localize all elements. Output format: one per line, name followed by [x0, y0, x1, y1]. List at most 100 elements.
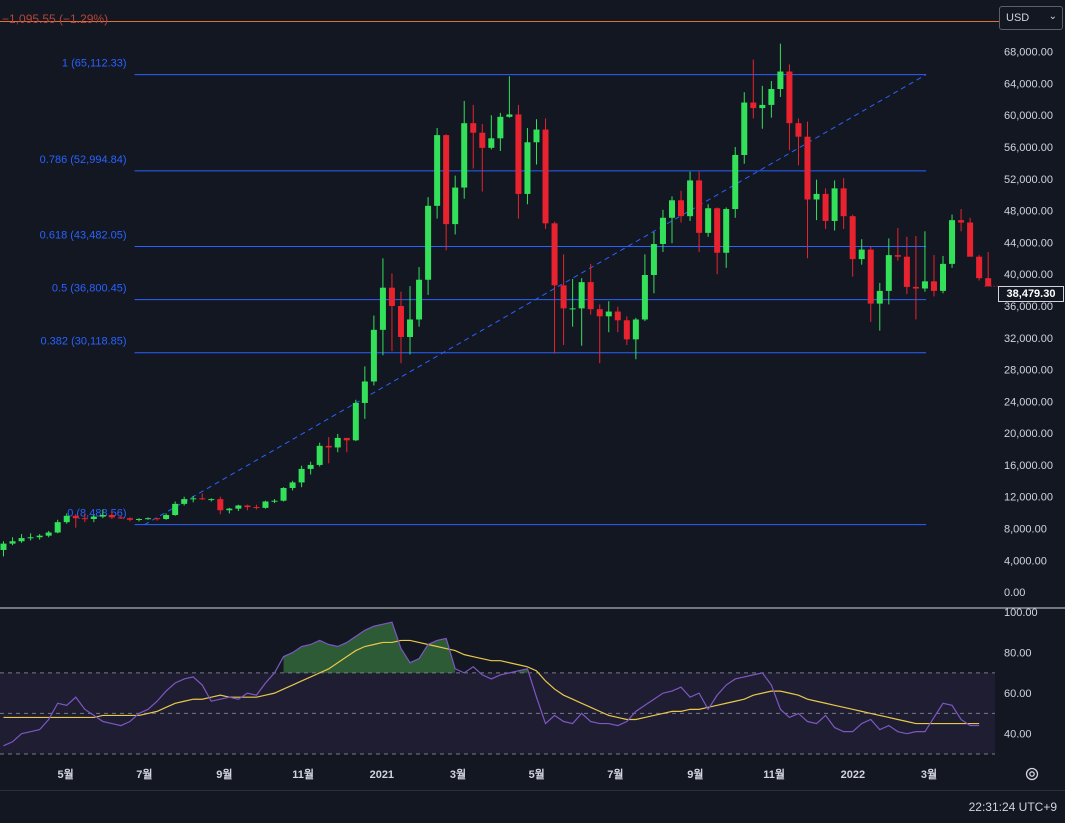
candle-body-47: [425, 205, 432, 280]
price-tick-label-10: 32,000.00: [1004, 333, 1053, 345]
time-tick-label-5: 3월: [450, 767, 466, 781]
candle-body-25: [226, 508, 233, 511]
candle-body-9: [81, 518, 88, 520]
candle-body-46: [416, 279, 423, 320]
rsi-overbought-fill: [283, 622, 456, 673]
rsi-tick-label-3: 40.00: [1004, 729, 1032, 741]
candle-body-35: [316, 445, 323, 465]
candle-body-48: [434, 135, 441, 206]
candle-body-102: [921, 281, 928, 289]
candle-body-0: [0, 543, 7, 550]
candle-body-105: [949, 220, 956, 264]
price-tick-label-12: 24,000.00: [1004, 396, 1053, 408]
candle-body-38: [343, 437, 350, 441]
rsi-pane: [0, 621, 995, 755]
candle-body-50: [452, 187, 459, 225]
candle-body-30: [271, 500, 278, 502]
time-tick-label-8: 9월: [687, 767, 703, 781]
candle-body-76: [687, 180, 694, 217]
candle-body-26: [235, 505, 242, 509]
candle-body-108: [976, 256, 983, 279]
candle-body-63: [569, 308, 576, 310]
candle-body-43: [388, 287, 395, 306]
candle-body-72: [650, 243, 657, 275]
candle-body-32: [289, 482, 296, 488]
time-tick-label-2: 9월: [216, 767, 232, 781]
chevron-down-icon: ⌄: [1048, 11, 1057, 22]
candle-body-81: [732, 154, 739, 210]
candle-body-59: [533, 129, 540, 143]
time-axis-bar: [0, 790, 1065, 823]
candle-body-27: [244, 505, 251, 508]
settings-icon[interactable]: [1024, 766, 1040, 782]
clock: 22:31:24 UTC+9: [968, 800, 1057, 814]
candle-body-94: [849, 216, 856, 260]
candle-body-75: [678, 200, 685, 217]
candle-body-1: [9, 541, 16, 544]
currency-label: USD: [1006, 12, 1030, 24]
fib-label-4: 0.382 (30,118.85): [41, 336, 127, 348]
price-tick-label-1: 68,000.00: [1004, 47, 1053, 59]
price-change-text: −1,095.55 (−1.29%): [2, 12, 109, 26]
candle-body-3: [27, 537, 34, 539]
chart-canvas[interactable]: 1 (65,112.33) 0.786 (52,994.84) 0.618 (43,…: [0, 0, 1065, 790]
candle-body-44: [397, 305, 404, 337]
candle-body-97: [876, 290, 883, 304]
candle-body-34: [307, 464, 314, 469]
candle-body-100: [903, 256, 910, 287]
candle-body-107: [967, 222, 974, 257]
candle-body-11: [99, 515, 106, 517]
fib-label-1: 0.786 (52,994.84): [40, 154, 127, 166]
candle-body-15: [136, 518, 143, 520]
candle-body-33: [298, 468, 305, 483]
candle-body-96: [867, 249, 874, 304]
candle-body-13: [117, 517, 124, 519]
candle-body-22: [199, 498, 206, 500]
candle-body-19: [172, 503, 179, 516]
fib-label-2: 0.618 (43,482.05): [40, 230, 127, 242]
price-tick-label-5: 52,000.00: [1004, 174, 1053, 186]
price-tick-label-16: 8,000.00: [1004, 524, 1047, 536]
candle-body-104: [940, 263, 947, 291]
candle-body-80: [723, 209, 730, 253]
rsi-tick-label-2: 60.00: [1004, 688, 1032, 700]
candle-body-10: [90, 516, 97, 519]
candle-body-87: [786, 71, 793, 124]
time-tick-label-4: 2021: [370, 769, 394, 781]
candle-body-40: [361, 381, 368, 403]
candle-body-61: [551, 223, 558, 286]
candle-body-56: [506, 114, 513, 117]
axes: 72,000.0068,000.0064,000.0060,000.0056,0…: [0, 15, 1065, 781]
rsi-tick-label-0: 100.00: [1004, 607, 1038, 619]
candle-body-6: [54, 522, 61, 533]
price-tick-label-4: 56,000.00: [1004, 142, 1053, 154]
price-tick-label-6: 48,000.00: [1004, 206, 1053, 218]
candle-body-64: [578, 282, 585, 309]
price-tick-label-7: 44,000.00: [1004, 237, 1053, 249]
candle-body-55: [497, 116, 504, 139]
candle-body-8: [72, 515, 79, 519]
candle-body-54: [488, 138, 495, 148]
currency-selector[interactable]: USD ⌄: [999, 6, 1063, 30]
candle-body-90: [813, 193, 820, 200]
candle-body-98: [885, 255, 892, 291]
candle-body-92: [831, 188, 838, 221]
candle-body-77: [696, 180, 703, 233]
price-tick-label-11: 28,000.00: [1004, 365, 1053, 377]
candle-body-51: [461, 123, 468, 188]
candle-body-82: [741, 102, 748, 155]
candle-body-12: [108, 515, 115, 518]
candle-body-99: [894, 255, 901, 257]
time-tick-label-11: 3월: [921, 767, 937, 781]
candle-body-103: [930, 281, 937, 291]
candle-body-60: [542, 129, 549, 224]
candle-body-57: [515, 114, 522, 194]
candle-body-74: [668, 200, 675, 218]
rsi-ma-line: [3, 639, 980, 725]
candle-body-58: [524, 142, 531, 194]
candle-body-79: [714, 208, 721, 253]
last-price-label: 38,479.30: [998, 286, 1064, 302]
price-pane: 1 (65,112.33) 0.786 (52,994.84) 0.618 (43,…: [0, 20, 1000, 557]
candle-body-39: [352, 402, 359, 441]
candle-body-84: [759, 104, 766, 109]
